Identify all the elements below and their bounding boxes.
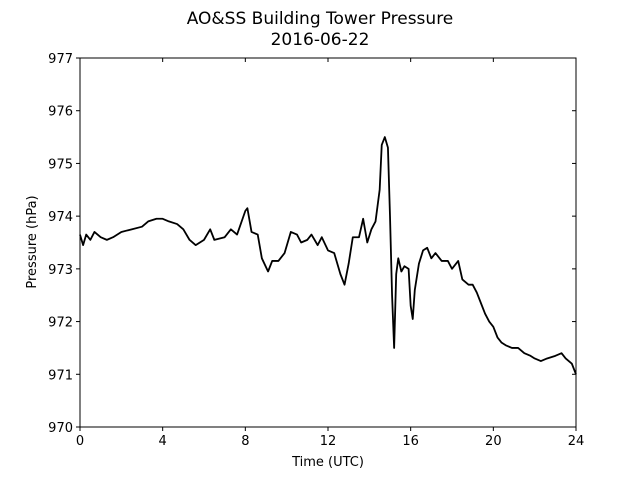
chart-title: AO&SS Building Tower Pressure [187,9,454,29]
x-axis-label: Time (UTC) [291,455,364,470]
x-tick-label: 16 [402,434,419,449]
y-tick-label: 972 [48,316,73,331]
y-tick-label: 974 [48,210,73,225]
x-tick-label: 24 [568,434,585,449]
y-axis-label: Pressure (hPa) [25,195,40,288]
plot-frame [79,57,577,428]
x-tick-label: 4 [159,434,167,449]
y-tick-label: 970 [48,421,73,436]
y-tick-label: 975 [48,157,73,172]
y-tick-label: 977 [48,52,73,67]
data-line [79,136,577,375]
x-tick-label: 20 [485,434,502,449]
y-tick-label: 971 [48,368,73,383]
chart-subtitle: 2016-06-22 [271,30,370,50]
y-tick-label: 973 [48,263,73,278]
x-tick-label: 12 [320,434,337,449]
x-tick-label: 0 [76,434,84,449]
x-tick-label: 8 [241,434,249,449]
y-tick-label: 976 [48,105,73,120]
